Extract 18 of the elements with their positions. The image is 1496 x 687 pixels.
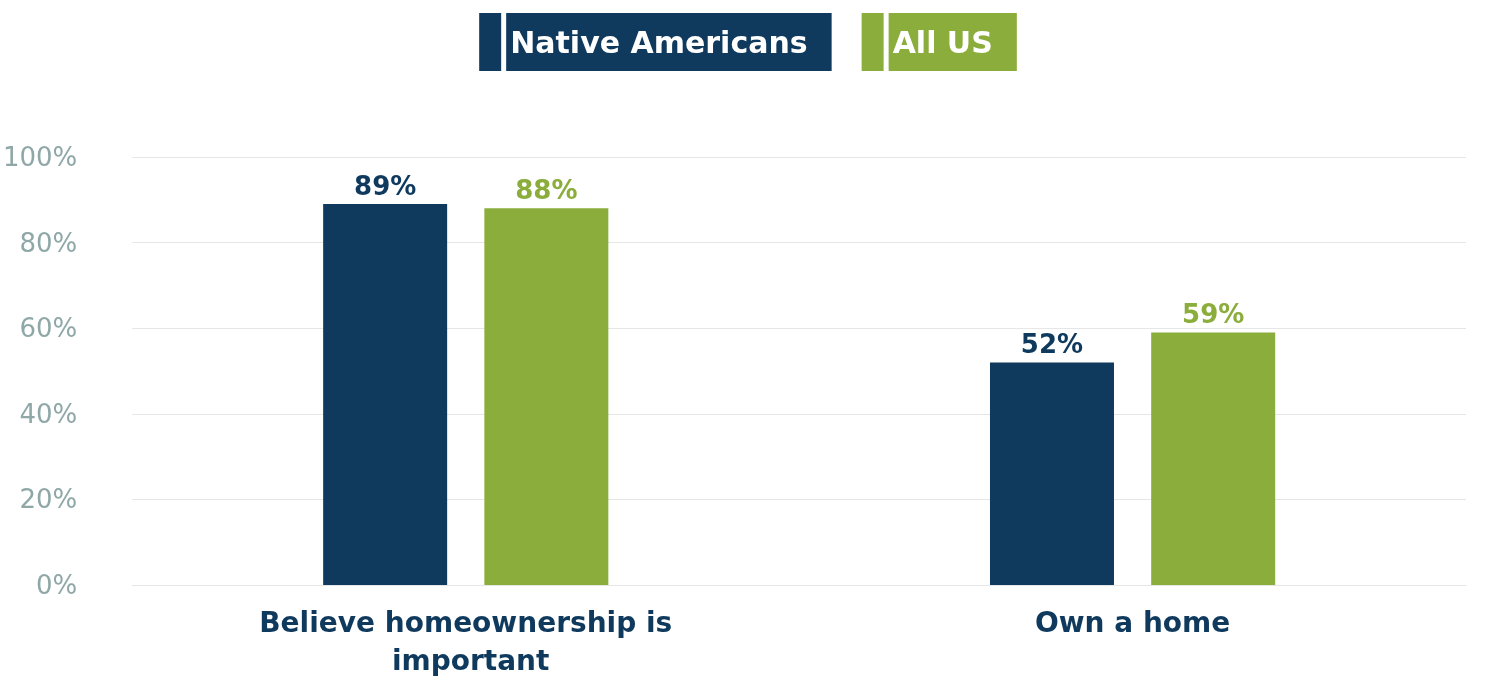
y-tick-label: 20% bbox=[19, 484, 78, 515]
bar bbox=[989, 362, 1114, 585]
y-tick-label: 60% bbox=[19, 313, 78, 344]
y-tick-label: 100% bbox=[2, 142, 78, 172]
bar bbox=[1151, 332, 1276, 585]
legend-label: All US bbox=[892, 24, 993, 60]
data-label: 88% bbox=[515, 175, 578, 206]
x-tick-label: Believe homeownership is important bbox=[259, 605, 673, 677]
data-label: 59% bbox=[1182, 299, 1245, 330]
legend-label: Native Americans bbox=[510, 24, 808, 60]
y-tick-label: 40% bbox=[19, 398, 78, 429]
bar bbox=[484, 208, 609, 585]
bar bbox=[323, 204, 448, 585]
y-tick-label: 0% bbox=[36, 570, 78, 600]
y-tick-label: 80% bbox=[19, 227, 78, 258]
x-tick-label: Own a home bbox=[1034, 605, 1231, 639]
data-label: 89% bbox=[354, 171, 417, 202]
data-label: 52% bbox=[1020, 329, 1084, 360]
